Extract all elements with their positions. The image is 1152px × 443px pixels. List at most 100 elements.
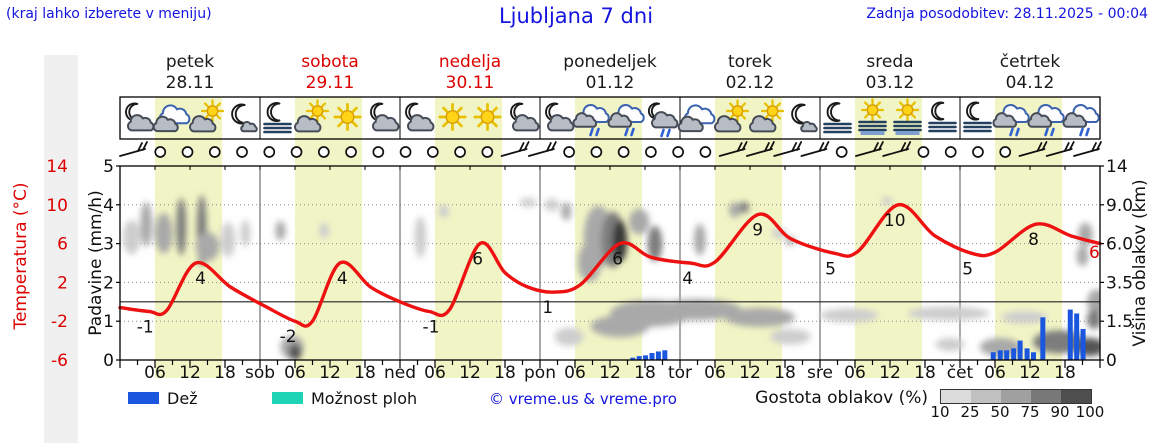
cloud-height-tick-label: 14	[1106, 157, 1128, 177]
cloud-blob	[195, 232, 220, 262]
cloud-height-tick-label: 1.5	[1106, 312, 1133, 332]
temperature-value-label: 8	[1028, 230, 1039, 250]
day-date: 03.12	[865, 73, 915, 93]
cloud-blob	[140, 201, 153, 247]
day-header-četrtek: četrtek 04.12	[960, 52, 1100, 94]
rain-cloud-weather-icon	[992, 104, 1030, 137]
precipitation-tick-label: 4	[103, 196, 114, 216]
fog-moon-weather-icon	[823, 102, 852, 134]
wind-barb-icon	[800, 141, 830, 157]
day-name: nedelja	[438, 52, 502, 72]
sun-cloud-weather-icon	[188, 99, 225, 133]
day-date: 30.11	[445, 73, 495, 93]
time-label: 12	[879, 363, 901, 383]
cloud-blob	[275, 220, 286, 241]
precip-bar	[1024, 348, 1030, 360]
wind-barb-icon	[773, 141, 803, 157]
cloud-blob	[1086, 309, 1100, 330]
temperature-value-label: 1	[542, 298, 553, 318]
density-tick-label: 25	[960, 403, 980, 421]
day-name: sobota	[301, 52, 359, 72]
density-tick-label: 75	[1020, 403, 1040, 421]
day-header-sreda: sreda 03.12	[820, 52, 960, 94]
rain-cloud-weather-icon	[607, 104, 645, 137]
wind-calm-icon	[617, 146, 630, 158]
precip-bar	[636, 356, 642, 360]
wind-row	[119, 141, 1102, 158]
day-header-petek: petek 28.11	[120, 52, 260, 94]
cloud-height-tick-label: 0	[1106, 351, 1117, 371]
wind-calm-icon	[563, 146, 575, 158]
cloud-blob	[519, 198, 538, 207]
cloud-blob	[739, 201, 750, 214]
day-abbrev-label: tor	[668, 363, 692, 383]
daylight-band	[855, 97, 923, 378]
moon-weather-icon	[791, 103, 818, 133]
precip-bar	[1040, 317, 1046, 360]
day-name: četrtek	[999, 52, 1061, 72]
density-scale-segment	[1031, 390, 1061, 403]
cloud-blob	[554, 327, 584, 346]
moon-cloud-weather-icon	[405, 102, 435, 132]
cloud-blob	[881, 196, 893, 205]
wind-barb-icon	[1018, 141, 1048, 157]
sun-weather-icon	[473, 102, 502, 132]
daylight-band	[295, 97, 363, 378]
day-date: 02.12	[725, 73, 775, 93]
wind-calm-icon	[236, 146, 248, 158]
end-temperature-label: 6	[1089, 243, 1100, 263]
fog-sun-weather-icon	[858, 98, 887, 135]
cloud-blob	[769, 328, 811, 345]
precip-bar	[997, 350, 1003, 360]
wind-barb-icon	[1045, 141, 1075, 157]
sun-cloud-weather-icon	[713, 99, 750, 133]
wind-barb-icon	[500, 141, 530, 157]
density-scale-segment	[1061, 390, 1091, 403]
wind-calm-icon	[290, 146, 303, 158]
moon-cloud-weather-icon	[370, 102, 400, 132]
day-name: petek	[165, 52, 215, 72]
temperature-value-label: -1	[423, 318, 440, 338]
day-abbrev-label: ned	[384, 363, 416, 383]
wind-barb-icon	[1073, 141, 1102, 157]
precipitation-tick-label: 0	[103, 351, 114, 371]
day-date: 01.12	[585, 73, 635, 93]
moon-rain-weather-icon	[648, 102, 679, 138]
density-scale-segment	[1001, 390, 1031, 403]
cloud-blob	[1000, 311, 1048, 324]
precipitation-tick-label: 3	[103, 235, 114, 255]
precip-bar	[1067, 309, 1073, 360]
last-update-text: Zadnja posodobitev: 28.11.2025 - 00:04	[866, 6, 1148, 22]
day-abbrev-label: sre	[807, 363, 833, 383]
rain-legend-swatch	[128, 392, 159, 404]
cloud-height-tick-label: 6.0	[1106, 235, 1133, 255]
temperature-curve	[118, 203, 1102, 328]
day-date: 28.11	[165, 73, 215, 93]
cloud-blob	[122, 219, 141, 255]
wind-calm-icon	[181, 146, 194, 158]
time-label: 06	[564, 363, 586, 383]
precipitation-tick-label: 2	[103, 273, 114, 293]
time-label: 18	[354, 363, 376, 383]
sun-cloud-weather-icon	[748, 99, 785, 133]
wind-calm-icon	[481, 146, 494, 158]
cloud-density-legend-label: Gostota oblakov (%)	[755, 388, 928, 408]
cloud-height-tick-label: 9.0	[1106, 196, 1133, 216]
time-label: 06	[424, 363, 446, 383]
day-date: 04.12	[1005, 73, 1055, 93]
time-label: 06	[984, 363, 1006, 383]
cloud-blob	[220, 222, 236, 258]
time-label: 12	[459, 363, 481, 383]
day-name: sreda	[866, 52, 914, 72]
precip-bar	[1017, 340, 1023, 360]
cloud-blob	[935, 338, 965, 351]
copyright-link[interactable]: © vreme.us & vreme.pro	[489, 390, 677, 408]
moon-cloud-weather-icon	[545, 102, 575, 132]
time-label: 06	[144, 363, 166, 383]
wind-calm-icon	[154, 146, 167, 158]
day-abbrev-label: pon	[524, 363, 556, 383]
precipitation-tick-label: 1	[103, 312, 114, 332]
rain-legend-label: Dež	[167, 389, 198, 408]
wind-barb-icon	[119, 141, 148, 157]
